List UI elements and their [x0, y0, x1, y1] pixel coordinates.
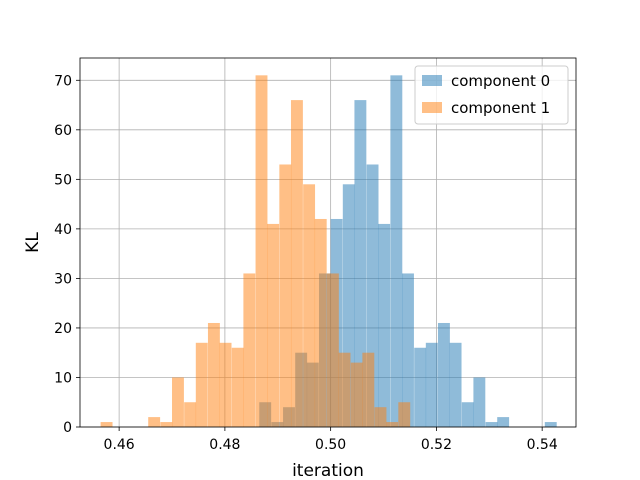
- histogram-bar: [219, 342, 232, 427]
- histogram-bar: [402, 273, 414, 427]
- legend: component 0 component 1: [414, 65, 569, 125]
- histogram-bar: [350, 362, 363, 427]
- y-tick-label: 10: [54, 370, 72, 386]
- histogram-bar: [390, 75, 403, 427]
- histogram-bar: [362, 352, 375, 427]
- series-1-bars: [100, 75, 411, 427]
- histogram-bar: [485, 422, 498, 427]
- plot-frame: [79, 57, 577, 428]
- y-tick-label: 70: [54, 73, 72, 89]
- y-axis-label: KL: [23, 232, 43, 253]
- x-tick-label: 0.52: [421, 437, 452, 453]
- histogram-bar: [290, 100, 303, 427]
- histogram-bar: [207, 322, 220, 427]
- histogram-bar: [148, 417, 161, 427]
- histogram-bar: [437, 322, 450, 427]
- histogram-bar: [267, 223, 280, 427]
- histogram-bar: [366, 164, 379, 427]
- histogram-bar: [100, 422, 113, 427]
- legend-label: component 0: [451, 72, 550, 90]
- histogram-bar: [195, 342, 208, 427]
- histogram-bar: [354, 100, 367, 427]
- x-tick-label: 0.54: [527, 437, 558, 453]
- axis-ticks: 0.46 0.48 0.50 0.52 0.54 0 10 20 30 40 50 60 70: [54, 73, 558, 453]
- y-tick-label: 30: [54, 271, 72, 287]
- histogram-bar: [338, 352, 351, 427]
- histogram-bar: [255, 75, 268, 427]
- x-axis-label: iteration: [292, 461, 364, 480]
- histogram-bar: [398, 402, 411, 427]
- histogram-bar: [243, 273, 256, 427]
- histogram-bar: [184, 402, 197, 427]
- y-tick-label: 0: [63, 420, 72, 436]
- y-tick-label: 50: [54, 172, 72, 188]
- histogram-bar: [425, 342, 438, 427]
- histogram-bar: [314, 218, 327, 427]
- histogram-bar: [160, 422, 173, 427]
- histogram-bar: [172, 377, 184, 427]
- legend-swatch: [422, 102, 442, 113]
- histogram-bar: [473, 377, 486, 427]
- histogram-bar: [303, 184, 316, 427]
- histogram-bar: [374, 407, 387, 427]
- legend-label: component 1: [451, 99, 550, 117]
- histogram-bar: [544, 422, 557, 427]
- histogram-bar: [414, 347, 427, 427]
- histogram-bar: [461, 402, 474, 427]
- histogram-bar: [279, 164, 292, 427]
- x-tick-label: 0.46: [104, 437, 135, 453]
- legend-box: [414, 65, 569, 125]
- x-tick-label: 0.48: [209, 437, 240, 453]
- histogram-bar: [342, 184, 355, 427]
- histogram-bar: [386, 422, 399, 427]
- histogram-bar: [326, 273, 339, 427]
- y-tick-label: 60: [54, 123, 72, 139]
- histogram-bar: [378, 223, 391, 427]
- histogram-bar: [497, 417, 510, 427]
- y-tick-label: 20: [54, 321, 72, 337]
- y-tick-label: 40: [54, 222, 72, 238]
- x-tick-label: 0.50: [315, 437, 346, 453]
- histogram-bars: [100, 75, 557, 427]
- legend-swatch: [422, 75, 442, 86]
- histogram-bar: [231, 347, 244, 427]
- histogram-bar: [449, 342, 462, 427]
